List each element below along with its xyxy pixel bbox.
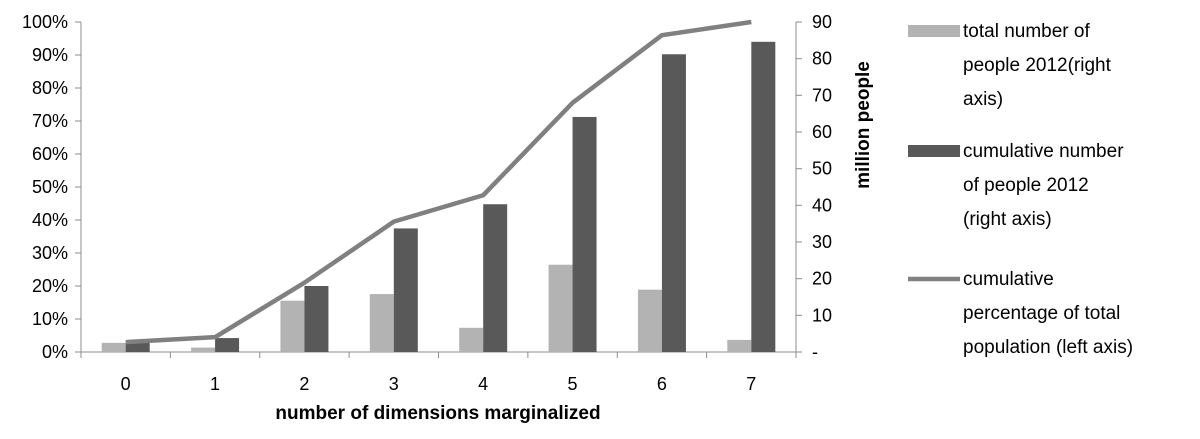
legend-label: axis): [963, 89, 1003, 110]
legend-label: percentage of total: [963, 303, 1120, 324]
bar-cumulative: [304, 286, 329, 352]
bar-total: [727, 339, 752, 352]
legend-label: cumulative number: [963, 141, 1124, 162]
right-tick-label: 60: [812, 122, 832, 142]
right-tick-label: 10: [812, 305, 832, 325]
legend: total number of people 2012(right axis) cum…: [908, 21, 1133, 358]
x-tick-label: 3: [389, 374, 399, 394]
x-tick-label: 2: [299, 374, 309, 394]
right-tick-label: 90: [812, 12, 832, 32]
right-tick-label: -: [812, 342, 818, 362]
bar-cumulative: [393, 228, 418, 352]
bar-cumulative: [215, 338, 240, 352]
legend-label: population (left axis): [963, 337, 1133, 358]
bar-total: [369, 294, 394, 352]
right-tick-label: 20: [812, 269, 832, 289]
left-tick-label: 60%: [32, 144, 68, 164]
bar-total: [101, 342, 126, 352]
left-tick-label: 10%: [32, 309, 68, 329]
legend-label: total number of: [963, 21, 1090, 42]
right-tick-label: 80: [812, 49, 832, 69]
bars: [101, 41, 776, 353]
left-tick-label: 100%: [22, 12, 68, 32]
x-tick-label: 0: [121, 374, 131, 394]
bar-total: [191, 347, 216, 352]
right-tick-label: 50: [812, 159, 832, 179]
bar-cumulative: [125, 342, 150, 352]
bar-cumulative: [661, 54, 686, 353]
legend-label: (right axis): [963, 209, 1052, 230]
bar-total: [548, 264, 573, 352]
left-tick-label: 50%: [32, 177, 68, 197]
x-axis-title: number of dimensions marginalized: [275, 403, 600, 424]
x-tick-label: 6: [657, 374, 667, 394]
legend-label: people 2012(right: [963, 55, 1112, 76]
legend-label: cumulative: [963, 269, 1054, 290]
left-tick-label: 40%: [32, 210, 68, 230]
left-tick-label: 0%: [42, 342, 68, 362]
left-tick-label: 70%: [32, 111, 68, 131]
x-tick-label: 4: [478, 374, 488, 394]
right-axis-title: million people: [853, 61, 874, 189]
left-tick-label: 20%: [32, 276, 68, 296]
x-tick-label: 7: [746, 374, 756, 394]
line-series: [125, 19, 752, 345]
right-tick-label: 30: [812, 232, 832, 252]
left-tick-label: 90%: [32, 45, 68, 65]
left-tick-label: 80%: [32, 78, 68, 98]
x-tick-label: 1: [210, 374, 220, 394]
right-tick-label: 40: [812, 195, 832, 215]
left-tick-label: 30%: [32, 243, 68, 263]
bar-total: [637, 289, 662, 352]
bar-cumulative: [483, 204, 508, 352]
bar-cumulative: [572, 116, 597, 352]
bar-cumulative: [751, 41, 776, 353]
axes: [75, 21, 802, 358]
bar-total: [280, 300, 305, 352]
legend-swatch: [908, 145, 960, 157]
tick-labels: 0%10%20%30%40%50%60%70%80%90%100%-102030…: [22, 12, 832, 394]
right-tick-label: 70: [812, 85, 832, 105]
legend-label: of people 2012: [963, 175, 1089, 196]
legend-swatch: [908, 25, 960, 37]
bar-total: [459, 327, 484, 352]
x-tick-label: 5: [568, 374, 578, 394]
cumulative-percentage-line: [125, 19, 752, 345]
